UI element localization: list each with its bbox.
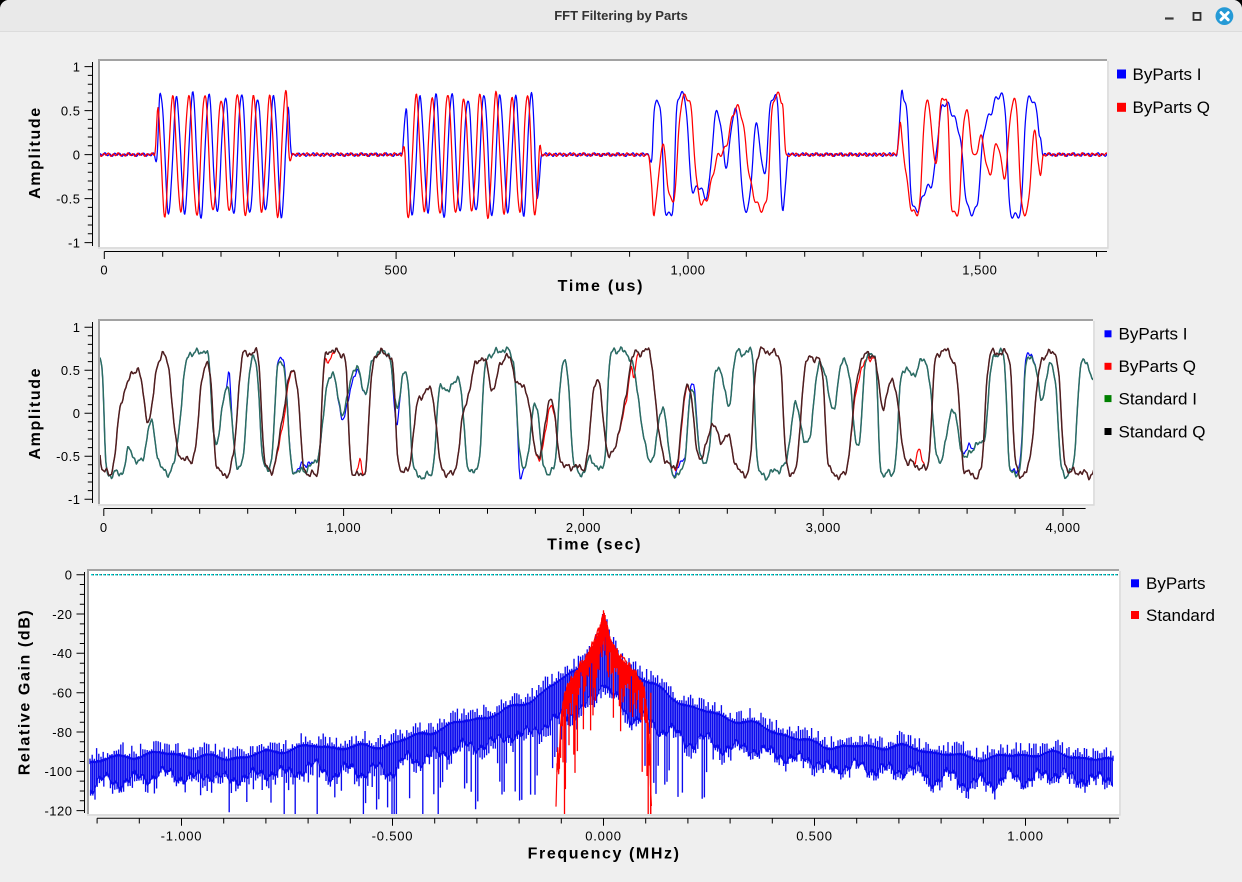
svg-text:500: 500 xyxy=(384,263,407,278)
svg-text:-1: -1 xyxy=(68,492,81,507)
svg-text:Frequency (MHz): Frequency (MHz) xyxy=(528,845,681,862)
svg-text:Time (us): Time (us) xyxy=(558,278,645,295)
svg-text:1: 1 xyxy=(73,320,81,335)
svg-text:ByParts I: ByParts I xyxy=(1119,325,1188,344)
svg-text:0: 0 xyxy=(100,520,108,535)
svg-text:1.000: 1.000 xyxy=(1007,828,1044,843)
svg-text:Standard Q: Standard Q xyxy=(1119,422,1206,441)
svg-text:0.5: 0.5 xyxy=(61,363,81,378)
svg-text:ByParts Q: ByParts Q xyxy=(1119,357,1196,376)
svg-text:1,500: 1,500 xyxy=(962,263,997,278)
svg-text:0: 0 xyxy=(65,568,73,583)
svg-text:4,000: 4,000 xyxy=(1045,520,1080,535)
svg-text:1: 1 xyxy=(73,59,81,74)
svg-text:Time (sec): Time (sec) xyxy=(547,536,642,553)
svg-text:-80: -80 xyxy=(52,725,72,740)
svg-text:-0.500: -0.500 xyxy=(372,828,414,843)
svg-text:-40: -40 xyxy=(52,646,72,661)
svg-text:Amplitude: Amplitude xyxy=(27,367,44,460)
svg-text:Standard I: Standard I xyxy=(1119,389,1197,408)
svg-text:ByParts I: ByParts I xyxy=(1133,65,1202,84)
svg-text:0.5: 0.5 xyxy=(61,103,81,118)
svg-text:-120: -120 xyxy=(44,803,72,818)
svg-text:3,000: 3,000 xyxy=(806,520,841,535)
svg-text:-1: -1 xyxy=(68,235,81,250)
svg-text:Standard: Standard xyxy=(1146,606,1215,625)
svg-text:0: 0 xyxy=(100,263,108,278)
svg-text:-20: -20 xyxy=(52,607,72,622)
svg-text:ByParts: ByParts xyxy=(1146,574,1206,593)
svg-text:Relative Gain (dB): Relative Gain (dB) xyxy=(17,609,34,776)
svg-text:0.000: 0.000 xyxy=(585,828,622,843)
svg-text:1,000: 1,000 xyxy=(670,263,705,278)
svg-text:1,000: 1,000 xyxy=(326,520,361,535)
svg-text:ByParts Q: ByParts Q xyxy=(1133,98,1210,117)
svg-text:-0.5: -0.5 xyxy=(56,449,80,464)
svg-text:0.500: 0.500 xyxy=(796,828,833,843)
svg-text:Amplitude: Amplitude xyxy=(27,106,44,199)
svg-text:0: 0 xyxy=(73,406,81,421)
svg-text:-0.5: -0.5 xyxy=(56,191,80,206)
svg-text:-60: -60 xyxy=(52,686,72,701)
svg-text:2,000: 2,000 xyxy=(566,520,601,535)
svg-text:0: 0 xyxy=(73,147,81,162)
svg-text:-100: -100 xyxy=(44,764,72,779)
svg-text:-1.000: -1.000 xyxy=(161,828,203,843)
